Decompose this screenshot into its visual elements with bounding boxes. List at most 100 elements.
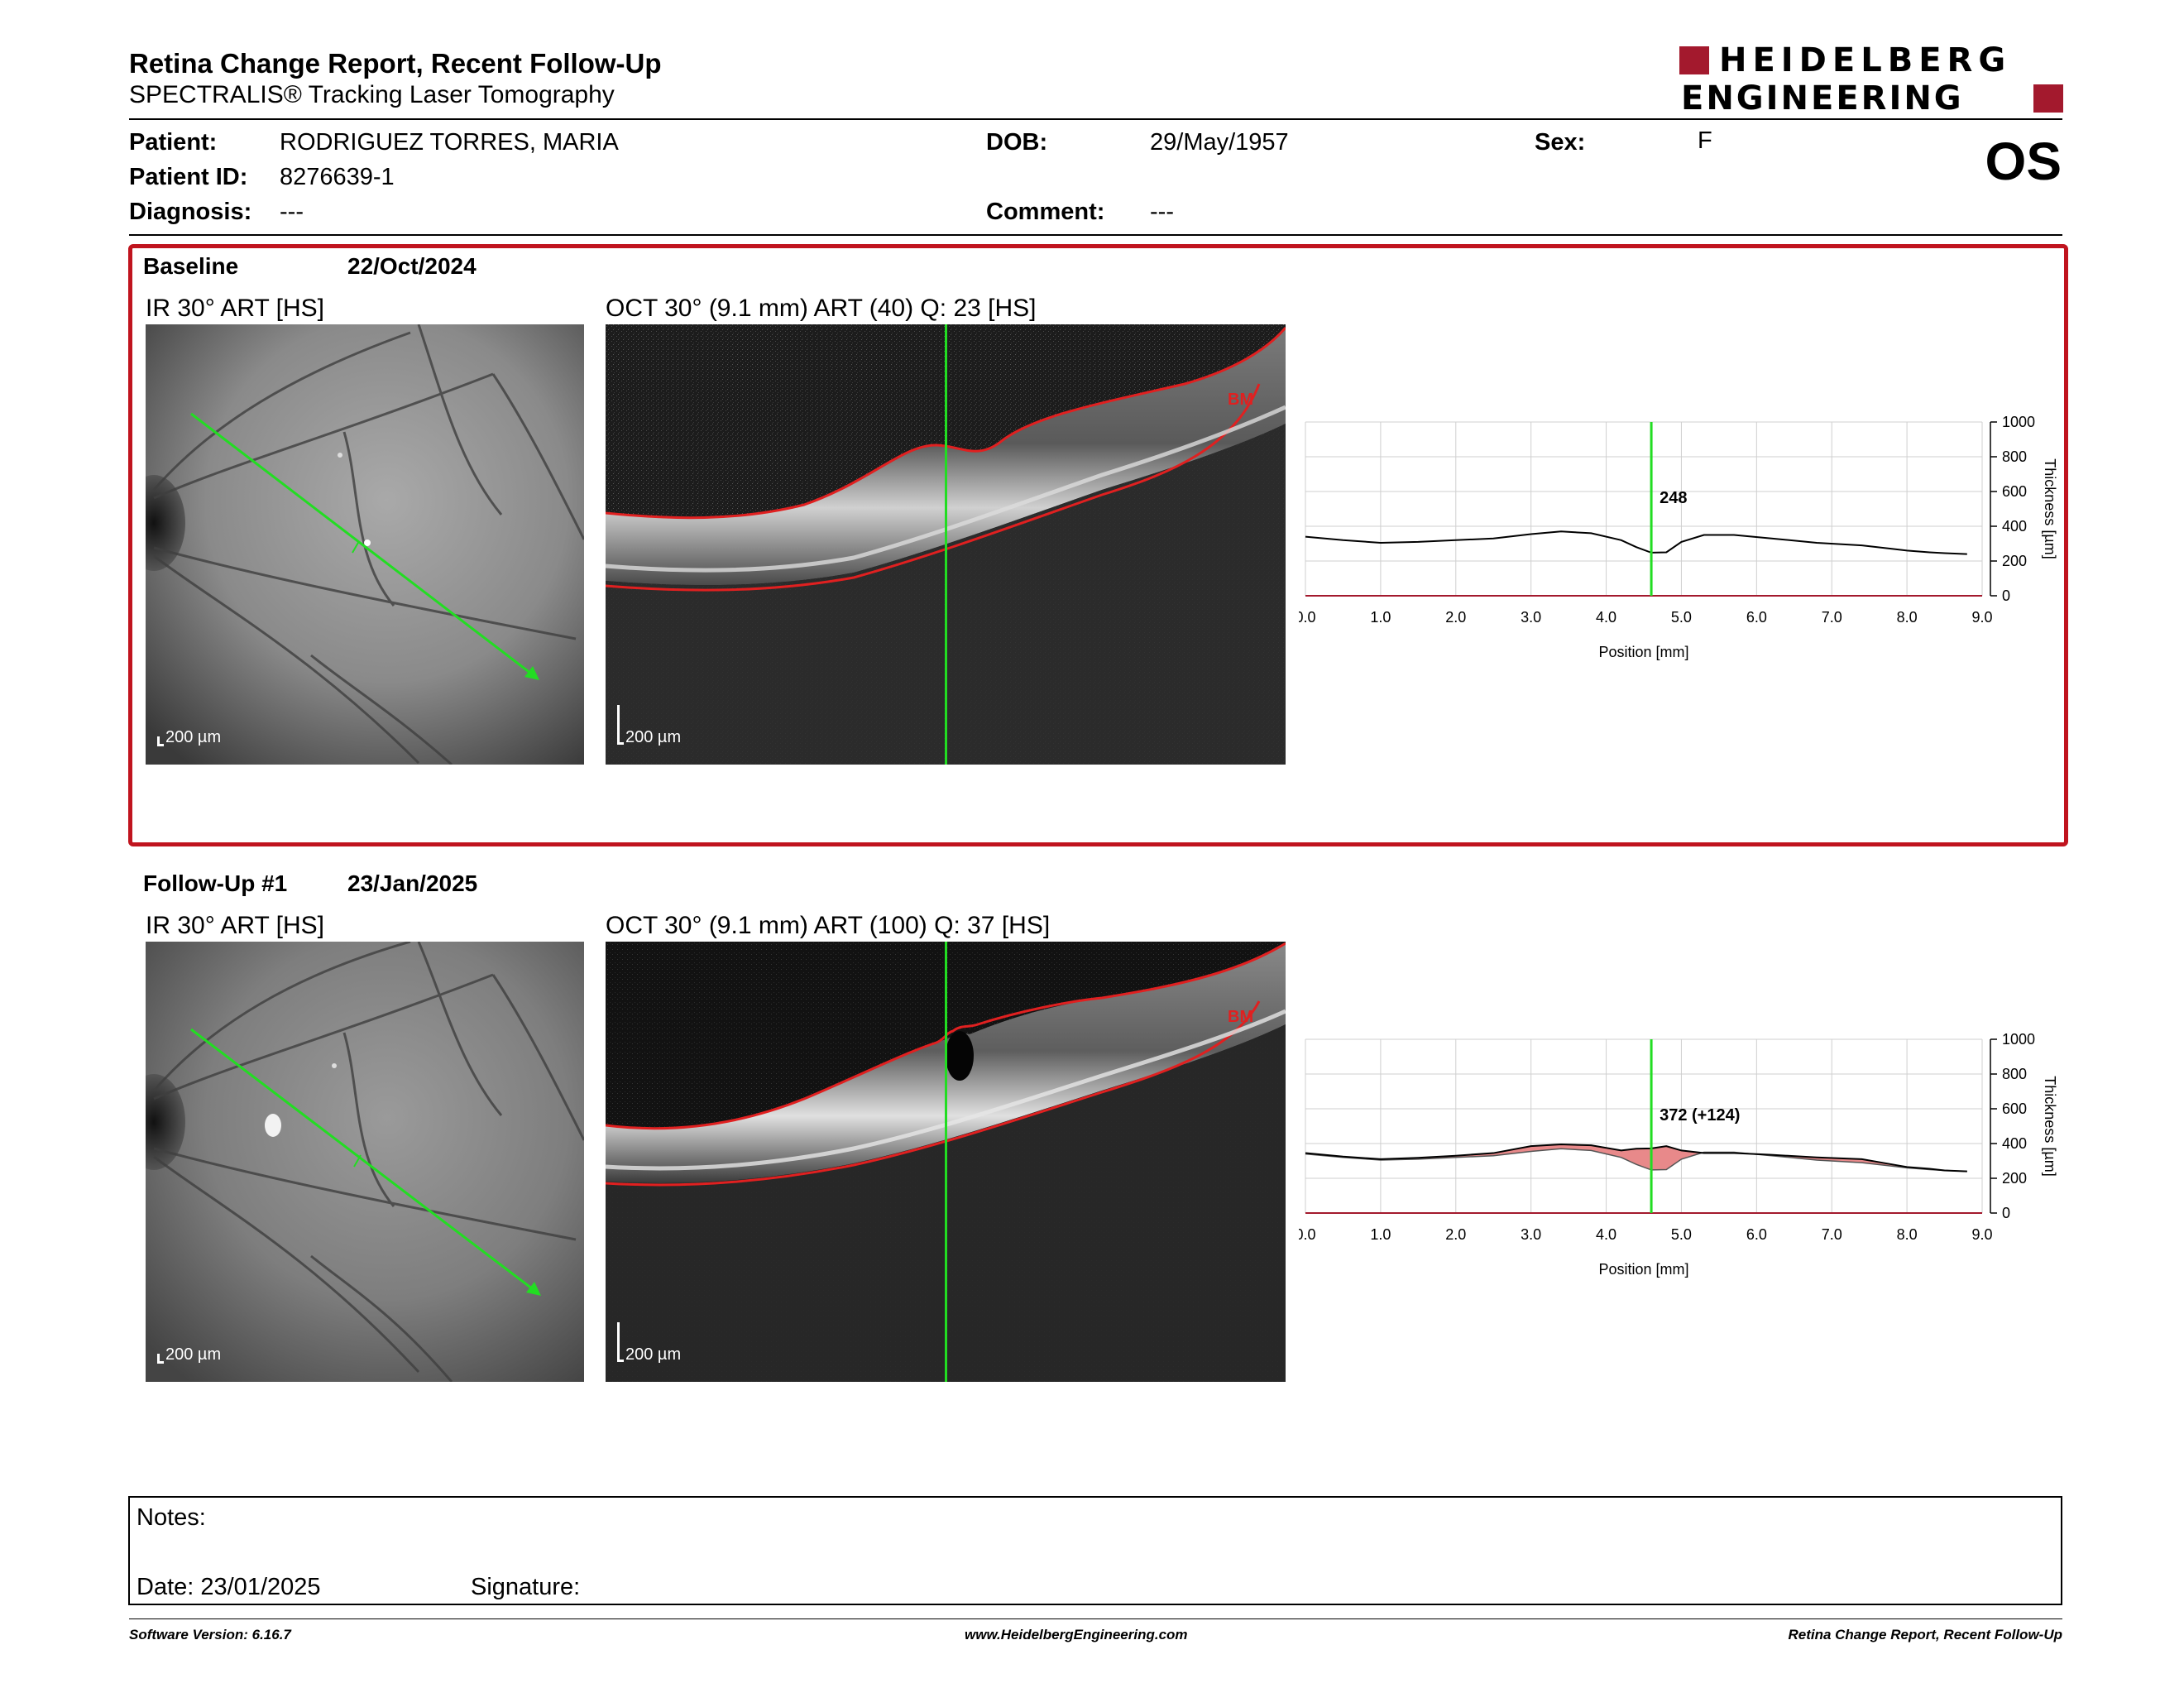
y-tick-label: 800 [2002,1066,2027,1082]
y-tick-label: 0 [2002,1205,2010,1221]
followup-ir-scale: 200 µm [165,1345,222,1364]
y-tick-label: 400 [2002,518,2027,535]
current-thickness-line [1305,1144,1967,1172]
baseline-fundus-svg [146,324,584,765]
followup-oct-scale-bar [617,1322,624,1362]
x-tick-label: 7.0 [1822,609,1842,626]
x-tick-label: 2.0 [1445,609,1466,626]
followup-oct-marker[interactable] [945,942,947,1382]
logo-square-bottom [2033,84,2063,113]
x-axis-label: Position [mm] [1598,644,1688,660]
baseline-oct-scale-bar [617,705,624,745]
x-tick-label: 9.0 [1971,1226,1992,1243]
footer-report-name: Retina Change Report, Recent Follow-Up [1788,1627,2062,1642]
y-tick-label: 400 [2002,1135,2027,1152]
x-tick-label: 0.0 [1299,1226,1316,1243]
y-axis-label: Thickness [µm] [2042,458,2058,559]
marker-value-label: 248 [1660,489,1687,507]
dob-value: 29/May/1957 [1150,129,1289,156]
baseline-ir-image[interactable]: 200 µm [146,324,584,765]
followup-ir-title: IR 30° ART [HS] [146,912,324,939]
diagnosis-label: Diagnosis: [129,199,252,225]
baseline-scan-line[interactable] [146,324,584,765]
notes-label: Notes: [136,1504,206,1531]
x-tick-label: 4.0 [1596,609,1616,626]
header-rule-top [129,118,2062,120]
patient-id-label: Patient ID: [129,164,248,190]
baseline-oct-image[interactable]: BM 200 µm [606,324,1286,765]
baseline-oct-marker[interactable] [945,324,947,765]
sex-label: Sex: [1535,129,1586,156]
x-tick-label: 0.0 [1299,609,1316,626]
y-tick-label: 600 [2002,483,2027,500]
x-tick-label: 1.0 [1370,1226,1391,1243]
followup-bm-label: BM [1228,1008,1254,1026]
logo-line2: ENGINEERING [1681,79,1964,117]
notes-box[interactable]: Notes: Date: 23/01/2025 Signature: [128,1496,2062,1605]
followup-scan-line[interactable] [146,942,584,1382]
y-axis-label: Thickness [µm] [2042,1076,2058,1176]
baseline-thickness-line [1305,1148,1967,1172]
followup-oct-image[interactable]: BM 200 µm [606,942,1286,1382]
x-tick-label: 1.0 [1370,609,1391,626]
followup-oct-title: OCT 30° (9.1 mm) ART (100) Q: 37 [HS] [606,912,1051,939]
baseline-ir-scale-bar [157,736,164,746]
followup-date: 23/Jan/2025 [347,870,478,896]
x-tick-label: 8.0 [1897,609,1918,626]
x-tick-label: 9.0 [1971,609,1992,626]
x-tick-label: 4.0 [1596,1226,1616,1243]
x-tick-label: 8.0 [1897,1226,1918,1243]
x-tick-label: 3.0 [1521,609,1541,626]
baseline-date: 22/Oct/2024 [347,253,477,279]
baseline-label: Baseline [143,253,239,279]
followup-oct-scale: 200 µm [625,1345,682,1364]
patient-name-label: Patient: [129,129,218,156]
diagnosis-value: --- [280,199,304,225]
baseline-section-frame [128,244,2068,846]
comment-value: --- [1150,199,1174,225]
eye-label: OS [1985,132,2062,191]
baseline-oct-scale: 200 µm [625,728,682,746]
x-tick-label: 6.0 [1746,1226,1767,1243]
thickness-change-area [1305,1144,1967,1172]
report-title: Retina Change Report, Recent Follow-Up [129,48,662,79]
footer-software-version: Software Version: 6.16.7 [129,1627,291,1642]
footer-website[interactable]: www.HeidelbergEngineering.com [965,1627,1188,1642]
baseline-ir-title: IR 30° ART [HS] [146,295,324,322]
patient-name: RODRIGUEZ TORRES, MARIA [280,129,619,156]
x-tick-label: 3.0 [1521,1226,1541,1243]
baseline-bm-label: BM [1228,391,1254,409]
patient-id: 8276639-1 [280,164,395,190]
x-axis-label: Position [mm] [1598,1261,1688,1278]
thickness-line [1305,530,1967,555]
dob-label: DOB: [986,129,1048,156]
baseline-thickness-chart: 0 200 400 600 800 1000 0.0 1.0 2.0 3.0 4.0 5.0 6.0 7.… [1299,414,2058,660]
x-tick-label: 6.0 [1746,609,1767,626]
logo-square-top [1679,46,1709,74]
notes-date: Date: 23/01/2025 [136,1574,321,1600]
chart-grid [1305,421,1983,597]
x-tick-label: 5.0 [1671,1226,1692,1243]
y-tick-label: 0 [2002,587,2010,604]
comment-label: Comment: [986,199,1105,225]
y-tick-label: 600 [2002,1101,2027,1117]
x-tick-label: 7.0 [1822,1226,1842,1243]
chart-grid [1305,1038,1983,1214]
followup-ir-image[interactable]: 200 µm [146,942,584,1382]
y-tick-label: 800 [2002,448,2027,465]
baseline-oct-title: OCT 30° (9.1 mm) ART (40) Q: 23 [HS] [606,295,1037,322]
baseline-ir-scale: 200 µm [165,728,222,746]
sex-value: F [1698,127,1712,154]
followup-thickness-chart: 0 200 400 600 800 1000 0.0 1.0 2.0 3.0 4.0 5.0 6.0 7.… [1299,1031,2058,1278]
report-subtitle: SPECTRALIS® Tracking Laser Tomography [129,81,615,108]
x-tick-label: 2.0 [1445,1226,1466,1243]
y-tick-label: 1000 [2002,1031,2035,1048]
notes-signature: Signature: [471,1574,581,1600]
y-tick-label: 1000 [2002,414,2035,430]
followup-label: Follow-Up #1 [143,870,288,896]
x-tick-label: 5.0 [1671,609,1692,626]
y-tick-label: 200 [2002,553,2027,569]
header-rule-bottom [129,234,2062,236]
marker-value-label: 372 (+124) [1660,1106,1740,1125]
logo-line1: HEIDELBERG [1719,41,2012,79]
